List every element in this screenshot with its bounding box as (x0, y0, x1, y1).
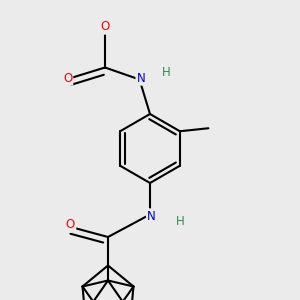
Text: O: O (66, 218, 75, 232)
Text: H: H (162, 65, 171, 79)
Text: N: N (136, 71, 146, 85)
Text: O: O (63, 71, 72, 85)
Text: H: H (176, 214, 184, 228)
Text: N: N (147, 209, 156, 223)
Text: O: O (100, 20, 109, 34)
